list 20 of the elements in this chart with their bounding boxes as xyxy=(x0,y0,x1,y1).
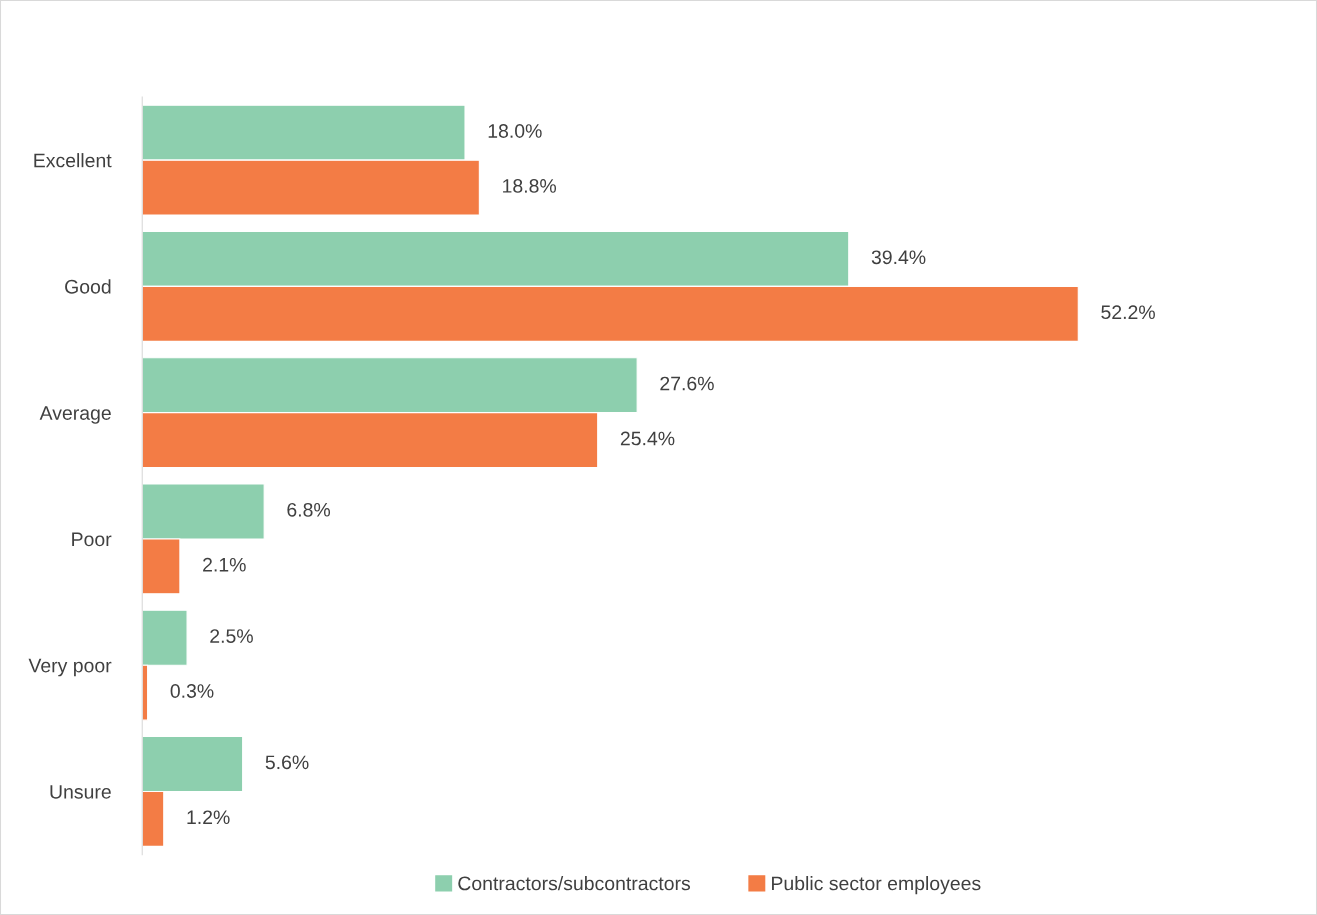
data-label: 25.4% xyxy=(620,431,675,446)
data-label: 39.4% xyxy=(871,250,926,265)
data-label: 52.2% xyxy=(1101,305,1155,320)
y-tick-label: Very poor xyxy=(28,658,112,677)
data-label: 0.3% xyxy=(170,684,214,698)
y-tick-label: Good xyxy=(65,279,111,294)
y-tick-label: Average xyxy=(39,406,111,424)
legend-label: Contractors/subcontractors xyxy=(458,876,691,891)
legend-label: Public sector employees xyxy=(772,876,981,895)
data-label: 1.2% xyxy=(187,810,230,825)
y-tick-label: Poor xyxy=(72,532,112,547)
data-label: 2.1% xyxy=(203,557,246,572)
data-label: 5.6% xyxy=(265,755,309,770)
data-label: 18.8% xyxy=(503,179,557,193)
y-tick-label: Unsure xyxy=(50,785,111,799)
data-label: 27.6% xyxy=(660,376,714,391)
data-label: 6.8% xyxy=(287,502,331,517)
y-tick-label: Excellent xyxy=(34,153,112,168)
data-label: 18.0% xyxy=(488,124,542,138)
data-label: 2.5% xyxy=(210,629,253,643)
